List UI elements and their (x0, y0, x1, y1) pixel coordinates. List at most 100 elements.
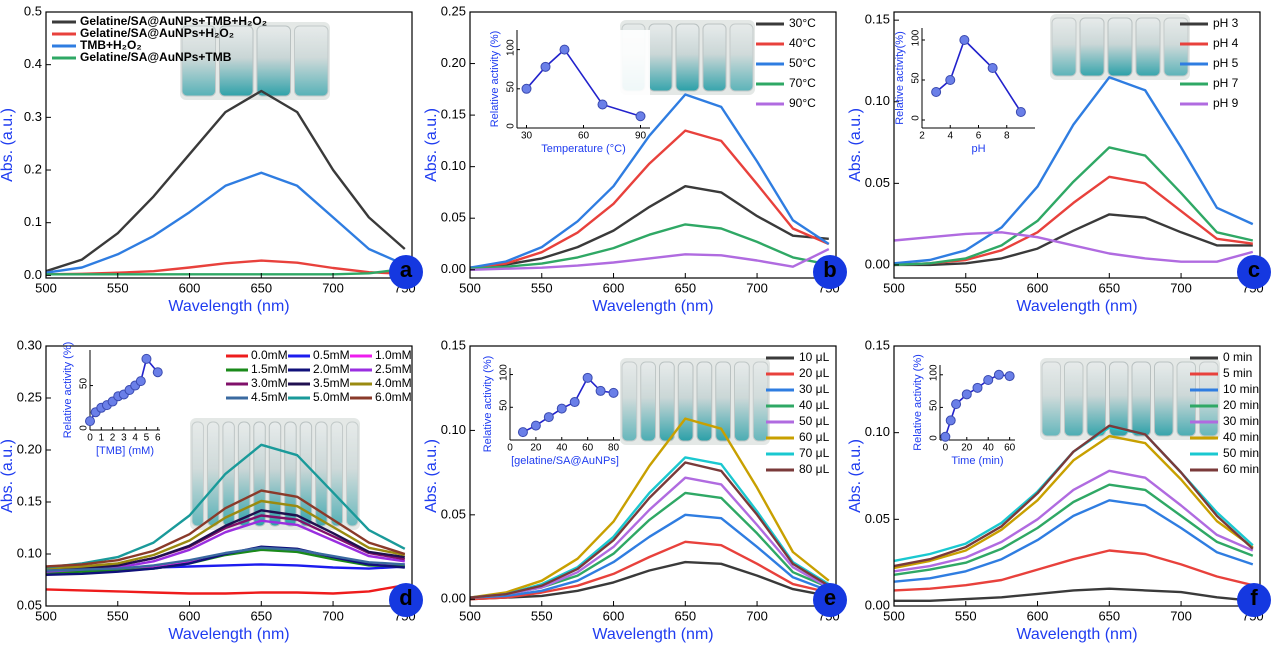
inset-point (635, 111, 646, 122)
x-tick-label: 500 (883, 280, 905, 295)
inset-point (945, 75, 956, 85)
inset-point (540, 61, 551, 72)
x-tick-label: 550 (531, 608, 553, 623)
x-tick-label: 650 (674, 280, 696, 295)
y-tick-label: 0.4 (24, 56, 42, 71)
spectrum-line (893, 146, 1254, 267)
x-tick-label: 700 (1170, 608, 1192, 623)
photo-tube (677, 361, 694, 442)
legend-label: 30°C (789, 16, 816, 30)
x-tick-label: 600 (179, 608, 201, 623)
x-tick-label: 550 (531, 280, 553, 295)
y-tick-label: 0.00 (441, 591, 466, 606)
x-tick-label: 600 (603, 608, 625, 623)
x-tick-label: 700 (746, 608, 768, 623)
inset-x-tick-label: 4 (132, 433, 138, 444)
inset-point (517, 427, 528, 438)
inset-y-label: Relative activity (%) (912, 354, 924, 451)
photo-tube (715, 361, 731, 442)
inset-y-tick-label: 100 (506, 39, 517, 56)
legend-label: 0 min (1223, 350, 1252, 364)
photo-tube (1107, 17, 1133, 77)
spectrum-line (894, 213, 1253, 267)
legend-label: 10 μL (799, 350, 830, 364)
inset-point (940, 431, 951, 442)
inset-background (510, 368, 620, 440)
legend-label: 10 min (1223, 382, 1259, 396)
photo-tube (346, 421, 359, 527)
inset-x-tick-label: 2 (919, 131, 925, 142)
x-tick-label: 550 (955, 280, 977, 295)
inset-x-label: pH (971, 143, 985, 155)
spectrum-line (893, 549, 1254, 592)
inset-point (1004, 371, 1015, 382)
inset-y-tick-label: 0 (911, 115, 922, 121)
y-tick-label: 0.05 (441, 210, 466, 225)
inset-point (559, 44, 570, 55)
legend-label: 40 μL (799, 398, 830, 412)
inset-point (597, 99, 608, 110)
photo-tube (284, 421, 297, 527)
photo-tube (1154, 361, 1174, 437)
spectrum-line (469, 248, 830, 271)
plot-frame (469, 11, 837, 279)
legend-label: 20 μL (799, 366, 830, 380)
x-axis-label: Wavelength (nm) (592, 298, 713, 315)
x-tick-label: 600 (1027, 608, 1049, 623)
photo-tube (206, 421, 220, 527)
spectrum-line (893, 469, 1254, 573)
spectrum-line (893, 231, 1254, 263)
photo-tube (640, 361, 656, 442)
legend-label: Gelatine/SA@AuNPs+TMB (80, 50, 232, 64)
photo-tube (1131, 361, 1151, 437)
y-tick-label: 0.00 (441, 261, 466, 276)
y-tick-label: 0.15 (865, 337, 890, 352)
legend-label: 60 μL (799, 430, 830, 444)
inset-x-tick-label: 20 (530, 443, 542, 454)
inset-y-label: Relative activity (%) (482, 356, 494, 453)
legend-label: 30 μL (799, 382, 830, 396)
legend-label: 60 min (1223, 462, 1259, 476)
y-tick-label: 0.10 (441, 158, 466, 173)
spectrum-line (469, 560, 830, 601)
spectrum-line (45, 499, 406, 570)
legend-label: pH 3 (1213, 16, 1239, 30)
photo-background (620, 358, 770, 445)
photo-tube (659, 361, 675, 442)
y-tick-label: 0.30 (17, 337, 42, 352)
inset-point (152, 367, 163, 378)
legend-label: 40 min (1223, 430, 1259, 444)
inset-x-tick-label: 2 (110, 433, 116, 444)
inset-point (595, 385, 606, 396)
panel-label: c (1248, 257, 1260, 282)
inset-point (972, 382, 983, 393)
inset-x-label: [gelatine/SA@AuNPs] (511, 455, 619, 467)
x-tick-label: 500 (35, 280, 57, 295)
legend-label: 30 min (1223, 414, 1259, 428)
legend-label: 0.5mM (313, 348, 350, 362)
spectrum-line (893, 175, 1253, 267)
legend-label: 2.5mM (375, 362, 412, 376)
plot-frame (893, 11, 1261, 279)
inset-x-tick-label: 5 (144, 433, 150, 444)
inset-x-tick-label: 60 (582, 443, 594, 454)
spectrum-line (469, 185, 829, 269)
spectrum-line (893, 499, 1254, 583)
y-tick-label: 0.15 (17, 493, 42, 508)
photo-tube (268, 421, 282, 527)
inset-y-tick-label: 50 (929, 399, 940, 411)
x-tick-label: 650 (250, 280, 272, 295)
inset-point (85, 416, 95, 427)
y-axis-label: Abs. (a.u.) (0, 108, 16, 182)
inset-y-tick-label: 100 (499, 364, 510, 381)
x-axis-label: Wavelength (nm) (1016, 298, 1137, 315)
y-tick-label: 0.15 (441, 107, 466, 122)
legend-label: 70°C (789, 76, 816, 90)
photo-tube (1041, 361, 1061, 437)
inset-y-label: Relative activity (%) (489, 31, 501, 128)
y-tick-label: 0.25 (441, 3, 466, 18)
x-tick-label: 700 (322, 608, 344, 623)
spectrum-line (469, 93, 830, 269)
legend-label: 50 μL (799, 414, 830, 428)
x-axis-label: Wavelength (nm) (1016, 626, 1137, 643)
